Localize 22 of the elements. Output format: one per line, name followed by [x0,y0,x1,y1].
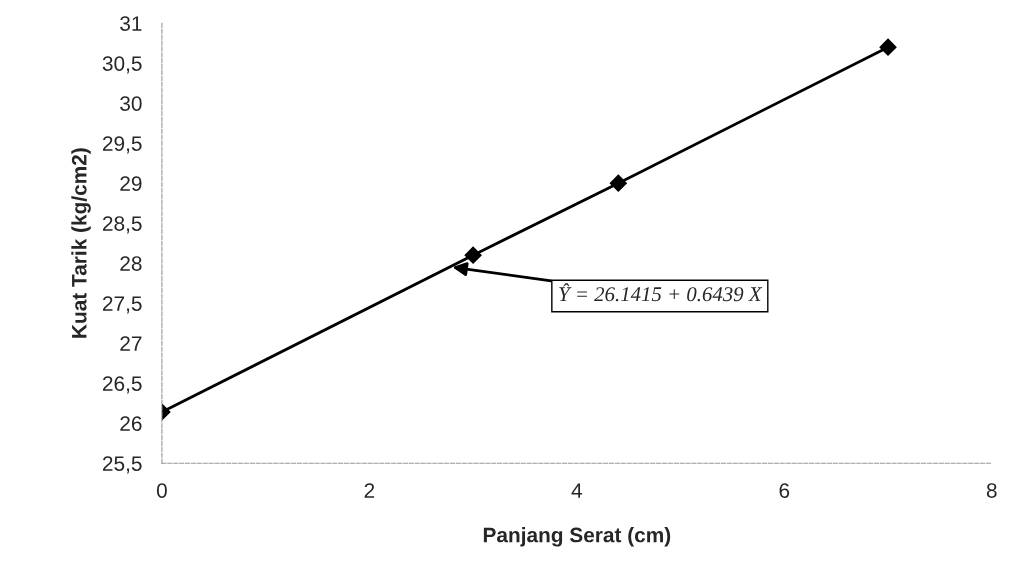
x-tick-label: 6 [779,483,790,498]
y-tick-label: 26 [120,416,142,431]
x-tick-label: 2 [364,483,375,498]
y-tick-label: 26,5 [102,376,142,394]
y-tick-label: 29 [120,176,142,191]
y-tick-label: 31 [120,16,142,31]
annotation: Ŷ = 26.1415 + 0.6439 X [559,283,763,302]
point [609,174,627,192]
x-tick-label: 0 [156,483,167,498]
y-tick-label: 30 [120,96,142,111]
y-tick-label: 29,5 [102,136,142,154]
x-tick-label: 8 [986,483,997,498]
y-axis-title: Kuat Tarik (kg/cm2) [71,148,91,338]
y-tick-label: 25,5 [102,456,142,474]
y-tick-label: 28,5 [102,216,142,234]
x-axis-title: Panjang Serat (cm) [483,527,671,547]
x-tick-label: 4 [571,483,583,498]
y-tick-label: 27,5 [102,296,142,314]
y-tick-label: 27 [120,336,142,351]
point [464,246,482,264]
y-tick-label: 28 [120,256,142,271]
y-tick-label: 30,5 [102,56,142,74]
